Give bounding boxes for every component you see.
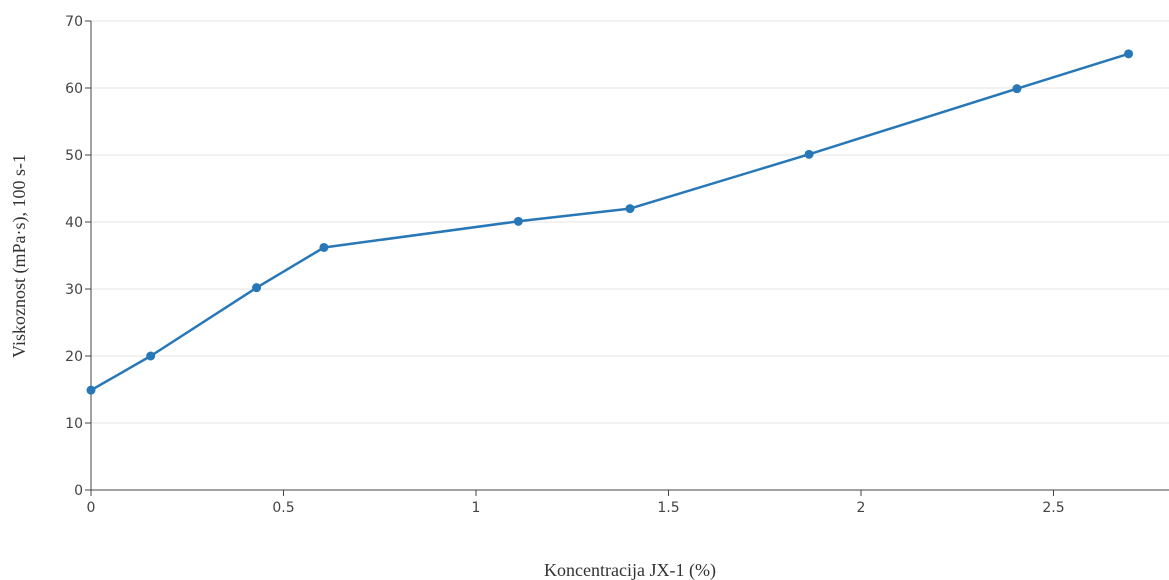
- data-point: [625, 204, 635, 214]
- x-tick-label: 0.5: [272, 500, 294, 516]
- grid-layer: [91, 20, 1169, 424]
- x-tick-label: 1: [472, 500, 481, 516]
- y-tick-label: 70: [65, 14, 83, 30]
- y-tick-label: 50: [65, 148, 83, 164]
- y-tick-label: 30: [65, 282, 83, 298]
- data-point: [1124, 49, 1134, 59]
- y-tick-label: 0: [74, 483, 83, 499]
- x-tick-label: 0: [87, 500, 96, 516]
- y-tick-label: 20: [65, 349, 83, 365]
- data-point: [513, 216, 523, 226]
- y-tick-label: 40: [65, 215, 83, 231]
- data-point: [319, 242, 329, 252]
- series-layer: [86, 49, 1134, 395]
- y-axis-title: Viskoznost (mPa·s), 100 s-1: [9, 154, 30, 358]
- x-axis-title: Koncentracija JX-1 (%): [544, 560, 716, 580]
- x-tick-label: 1.5: [657, 500, 679, 516]
- data-point: [804, 149, 814, 159]
- y-tick-label: 10: [65, 416, 83, 432]
- data-point: [1012, 84, 1022, 94]
- x-tick-label: 2: [857, 500, 866, 516]
- y-tick-label: 60: [65, 81, 83, 97]
- data-point: [146, 351, 156, 361]
- data-point: [86, 385, 96, 395]
- x-tick-label: 2.5: [1042, 500, 1064, 516]
- data-point: [252, 283, 262, 293]
- axis-layer: 0 10 20 30 40 50 60 70 0 0.5 1 1.5 2 2.5: [65, 14, 1169, 516]
